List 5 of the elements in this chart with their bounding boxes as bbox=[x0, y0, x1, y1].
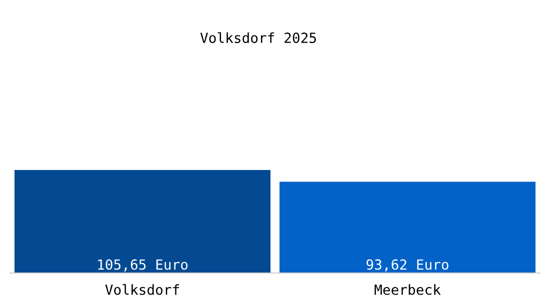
chart-title: Volksdorf 2025 bbox=[200, 32, 316, 44]
data-label: 93,62 Euro bbox=[366, 259, 448, 272]
data-label: 105,65 Euro bbox=[98, 259, 188, 272]
x-tick-label: Volksdorf bbox=[105, 284, 179, 295]
x-tick-label: Meerbeck bbox=[374, 284, 441, 295]
